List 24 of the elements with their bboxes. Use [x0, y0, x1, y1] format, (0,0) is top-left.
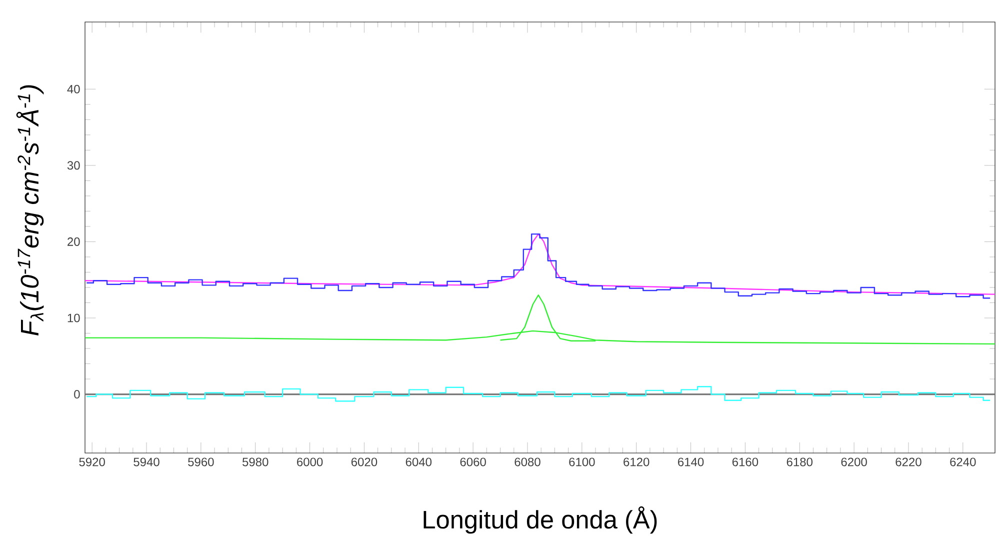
text: F$_{λ}$(10$^{-17}$erg cm$^{-2}$s$^{-1}$Å$^{-1}$) — [16, 85, 44, 336]
x-tick-label: 6040 — [406, 458, 432, 466]
x-tick-label: 6020 — [351, 458, 378, 466]
x-tick-label: 5940 — [134, 458, 160, 466]
x-tick-label: 6160 — [732, 458, 758, 466]
x-tick-label: 6080 — [514, 458, 540, 466]
x-tick-label: 6060 — [460, 458, 486, 466]
x-tick-label: 6240 — [950, 458, 976, 466]
x-tick-label: 6200 — [841, 458, 867, 466]
y-tick-label: 0 — [74, 390, 80, 399]
x-tick-label: 6180 — [786, 458, 812, 466]
x-tick-label: 6140 — [678, 458, 704, 466]
y-tick-label: 30 — [67, 161, 80, 170]
x-tick-label: 6220 — [896, 458, 922, 466]
x-tick-label: 5960 — [188, 458, 214, 466]
x-tick-label: 6120 — [624, 458, 650, 466]
x-axis-title: Longitud de onda (Å) — [424, 506, 657, 534]
y-tick-label: 20 — [68, 237, 80, 246]
x-tick-label: 6000 — [297, 458, 323, 466]
y-tick-label: 40 — [67, 84, 80, 94]
x-tick-label: 5980 — [242, 458, 268, 466]
y-tick-label: 10 — [68, 314, 80, 322]
x-tick-label: 6100 — [569, 458, 595, 466]
x-tick-label: 5920 — [79, 458, 105, 466]
